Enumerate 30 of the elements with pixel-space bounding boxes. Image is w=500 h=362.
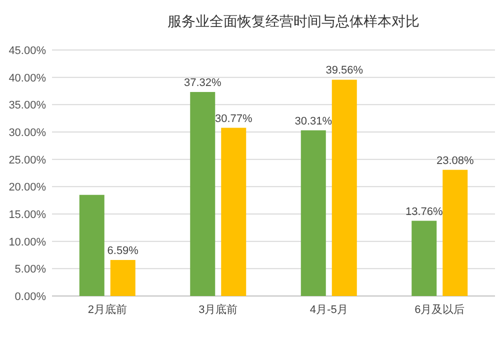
bar (190, 92, 216, 296)
data-label: 13.76% (405, 206, 443, 218)
data-label: 30.31% (294, 115, 332, 128)
y-tick-label: 15.00% (8, 209, 46, 221)
y-tick-label: 30.00% (8, 127, 46, 139)
y-tick-label: 35.00% (8, 100, 46, 112)
y-tick-label: 10.00% (8, 236, 46, 248)
y-tick-label: 25.00% (8, 154, 46, 166)
data-label: 23.08% (436, 154, 474, 167)
y-tick-label: 0.00% (14, 291, 46, 303)
bar (332, 80, 357, 296)
x-tick-label: 3月底前 (198, 303, 238, 316)
bar (300, 130, 326, 296)
y-tick-label: 20.00% (8, 182, 46, 194)
x-tick-label: 2月底前 (88, 303, 127, 316)
y-tick-label: 5.00% (14, 264, 46, 276)
bar (442, 170, 468, 296)
bar (110, 260, 136, 296)
data-label: 30.77% (214, 112, 252, 125)
bar (221, 128, 246, 296)
bar (79, 194, 104, 296)
data-label: 37.32% (184, 76, 222, 89)
data-label: 39.56% (326, 64, 364, 77)
y-tick-label: 40.00% (8, 72, 46, 84)
y-tick-label: 45.00% (8, 45, 46, 57)
chart-title: 服务业全面恢复经营时间与总体样本对比 (168, 13, 420, 29)
x-tick-label: 4月-5月 (310, 304, 348, 316)
x-tick-label: 6月及以后 (414, 303, 465, 316)
data-label: 6.59% (107, 244, 139, 257)
bar (412, 220, 437, 296)
